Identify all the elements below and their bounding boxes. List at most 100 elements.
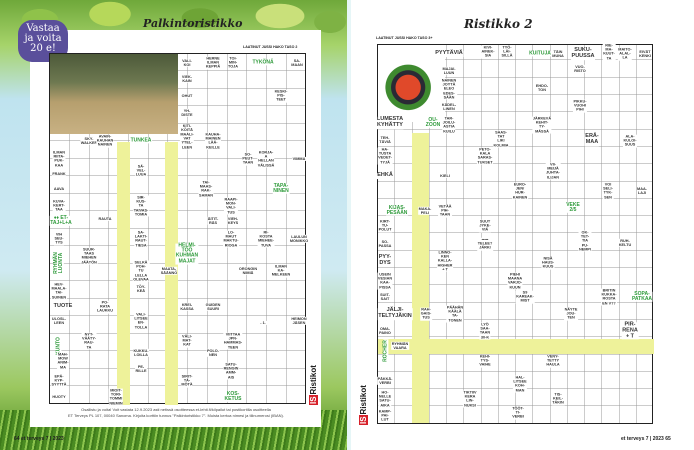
- clue-cell: SA- MAAN: [290, 58, 304, 68]
- clue-cell: ROCHER: [382, 339, 389, 363]
- clue-cell: SUKU- PUUSSA: [571, 47, 595, 60]
- clue-cell: SUIT- SAIT: [379, 292, 391, 302]
- author-line: LAATINUT JUSSI HAKO TASO 3+: [376, 36, 433, 40]
- clue-cell: LUMESTA KYHÄTTY: [376, 116, 404, 129]
- clue-cell: TIKTIIV KERA LIN- NUKSI: [462, 390, 478, 408]
- page-number: 64 et terveys 7 | 2023: [14, 436, 64, 442]
- clue-cell: RAH- GAIS- TUS: [420, 307, 432, 321]
- clue-cell: JÄLJI- TELTYJÄKIN: [377, 307, 413, 320]
- footer-text: Osallistu ja voita! Voit vastata 12.9.20…: [36, 407, 316, 419]
- clue-cell: PIEHI MAANA VARJO- KUUN: [507, 272, 523, 290]
- clue-cell: HUOTY: [51, 394, 67, 400]
- clue-cell: SKY- WALKER: [80, 136, 98, 146]
- clue-cell: RYHMÄN LUONTA: [52, 251, 65, 275]
- clue-cell: KREI- KASSA: [179, 302, 195, 312]
- clue-cell: NISÄ HAUS- KUUS: [541, 256, 555, 270]
- clue-cell: KUITUJA: [528, 50, 552, 57]
- clue-cell: HERNE ILMAN KEPPIÄ: [205, 56, 221, 70]
- clue-cell: FRANK: [51, 171, 67, 177]
- puzzle-photo: [50, 54, 178, 134]
- crossword-grid[interactable]: PYYTÄVIÄ KIVI- AINEK- SIA TYÖ- LÄI- SILLÄ K…: [376, 43, 654, 424]
- highlighted-cell[interactable]: [378, 339, 654, 354]
- clue-cell: TUNKEA: [130, 137, 152, 144]
- clue-cell: TIS- KEIL- TÄKIN: [551, 392, 565, 406]
- right-page: Ristikko 2 LAATINUT JUSSI HAKO TASO 3+ P…: [347, 0, 694, 450]
- clue-cell: PÄKKÄ- VERBI: [377, 376, 393, 386]
- footer-line-1: Osallistu ja voita! Voit vastata 12.9.20…: [81, 407, 271, 412]
- clue-cell: KORJA- A HELLAN VÄLISSÄ: [257, 150, 275, 168]
- clue-cell: VÄLI- MAT- KAT: [181, 334, 193, 348]
- page-title: Ristikko 2: [464, 17, 533, 31]
- clue-cell: SIR- KUS- TA TAIVAS- TOMIA: [133, 195, 149, 217]
- clue-cell: SAAS- TAT LIKI KOLMIA: [493, 130, 509, 148]
- clue-cell: SO- PASSA: [378, 239, 392, 249]
- clue-cell: PYY- DYS: [378, 254, 392, 267]
- clue-cell: KIELI: [439, 173, 451, 179]
- ristikot-logo: ISRistikot: [359, 385, 368, 425]
- page-number: et terveys 7 | 2023 65: [621, 436, 671, 442]
- ristikot-logo: ISRistikot: [309, 365, 318, 405]
- clue-cell: LINNO- KEN KALLA- HIGHER + T: [437, 250, 453, 272]
- clue-cell: OU- ZOON: [425, 116, 441, 129]
- clue-cell: OHUT: [181, 93, 193, 99]
- clue-cell: TAPA- NINEN: [272, 182, 290, 195]
- clue-cell: KEHI- TYS- VAIHE: [478, 354, 492, 368]
- clue-cell: PÄÄHÄN KÄÄLÄ TA- TONEN: [446, 305, 464, 323]
- clue-cell: LAULUN MONIKKO: [289, 234, 309, 244]
- clue-cell: HELMI- TÖÖ KUHMAN MAJAT: [175, 242, 199, 265]
- clue-cell: JÄRKEVÄ KEHIT- TY- MÄSSÄ: [532, 116, 552, 134]
- clue-cell: VALI- LITSEE EN- TOLLA: [133, 312, 149, 330]
- clue-cell: NÄYTE JOU- TEN: [564, 307, 578, 321]
- clue-cell: NYT- VÄÄTY- RAU- TA: [81, 332, 97, 350]
- clue-cell: SO- PEUT- TAAN: [241, 152, 255, 166]
- clue-cell: PETO- KALA SARAS- TUKSET: [476, 147, 494, 165]
- clue-cell: KIJAS- PESÄÄN: [386, 204, 408, 217]
- clue-cell: PIR- RENA + T: [621, 321, 639, 340]
- clue-cell: RIE- MA- KUUT- TA: [602, 43, 616, 61]
- clue-cell: - 1.: [259, 320, 267, 326]
- clue-cell: PE- RILLE: [135, 364, 147, 374]
- highlighted-cell[interactable]: [412, 133, 429, 423]
- clue-cell: VALI- KOI: [181, 58, 193, 68]
- clue-cell: HEIMON JÄSEN: [290, 316, 308, 326]
- clue-cell: MAJAI- LUUN: [441, 66, 457, 76]
- clue-cell: ••••• TELEE? JÄRKI: [477, 237, 493, 251]
- clue-cell: TYKÖNÄ: [251, 59, 275, 66]
- clue-cell: EHKÄ: [376, 172, 394, 179]
- clue-cell: VIH SEU- TYS: [53, 232, 65, 246]
- clue-cell: MAH- MOW ANIM- MA: [57, 352, 69, 370]
- clue-cell: TAR- JOILU- ASTIA KUILU: [442, 116, 456, 134]
- crossword-grid[interactable]: VALI- KOI HERNE ILMAN KEPPIÄ TOI- MIN- TOJ…: [49, 53, 309, 406]
- clue-cell: HEV- MAALA- TAI- SUINEN: [51, 282, 67, 300]
- clue-cell: ORONGIN NIMIÄ: [238, 266, 258, 276]
- clue-cell: KESKI- PIS- TEET: [274, 89, 288, 103]
- clue-cell: SÄ- VEL- LUUA: [135, 164, 147, 178]
- clue-cell: TAI- MAAS- RAK- SAMAN: [198, 180, 214, 198]
- clue-cell: VIITTAA JPN- HAMMAS- TEEN: [223, 332, 243, 350]
- clue-cell: VEKE 2/5: [565, 201, 581, 214]
- clue-cell: EPÄ- KYP- SYYTTÄ: [51, 374, 67, 388]
- clue-cell: TÄIN MUNA: [551, 49, 565, 59]
- clue-cell: EIVÄT KENKI: [638, 49, 652, 59]
- clue-cell: RUH- KELTU: [618, 238, 632, 248]
- clue-cell: KITI- KÖITÄ: [180, 123, 194, 133]
- clue-cell: SATU- RENGIN AMM- AIS: [223, 362, 239, 380]
- clue-cell: MAA- LAJI: [636, 186, 648, 196]
- clue-cell: RI- KOSTA MIEHEE- TUVA: [257, 230, 275, 248]
- clue-cell: VIEK- KAIN: [181, 74, 193, 84]
- clue-cell: POLO- NEN: [206, 348, 220, 358]
- clue-cell: MIOIT- TORI- TOMMI NIEMIN: [108, 388, 124, 406]
- clue-cell: USEIN VESIAN KAA- PISSA: [377, 272, 393, 290]
- clue-cell: RAAPI- MON- VALI- TUS: [223, 197, 239, 215]
- clue-cell: VIMMA: [292, 156, 306, 162]
- clue-cell: ERÄ- MAA: [584, 133, 600, 146]
- clue-cell: KIVI- AINEK- SIA: [480, 45, 496, 59]
- clue-cell: PYYTÄVIÄ: [434, 50, 464, 57]
- clue-cell: ÄITIT- RÄS: [207, 216, 219, 226]
- clue-cell: OMA- PAINO: [378, 326, 392, 336]
- clue-cell: VUO- RISTO: [573, 64, 587, 74]
- clue-cell: AAVA: [53, 186, 65, 192]
- clue-cell: YH- DISTE: [180, 108, 194, 118]
- highlighted-cell[interactable]: [117, 142, 130, 405]
- clue-cell: VETÄÄ PIH- TAAN: [438, 204, 452, 218]
